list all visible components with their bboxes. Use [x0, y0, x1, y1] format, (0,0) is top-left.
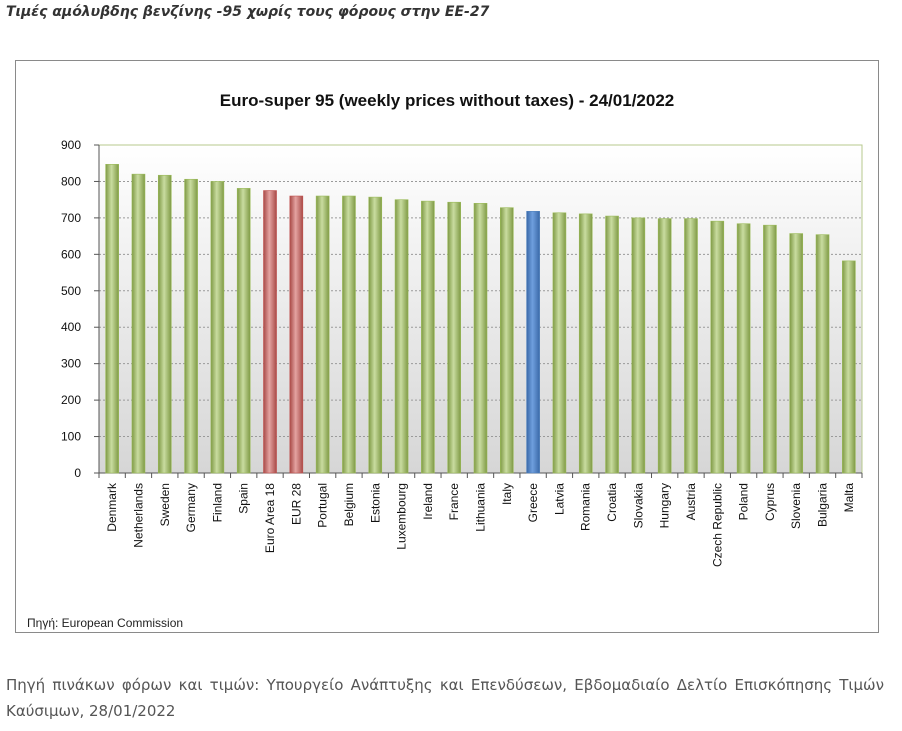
footer-source-text: Πηγή πινάκων φόρων και τιμών: Υπουργείο …: [6, 676, 884, 720]
x-tick-label: Croatia: [605, 483, 619, 522]
x-tick-label: Czech Republic: [710, 483, 724, 567]
bar-belgium: [342, 195, 356, 474]
page-heading: Τιμές αμόλυβδης βενζίνης -95 χωρίς τους …: [6, 4, 490, 20]
chart-figure: Euro-super 95 (weekly prices without tax…: [15, 60, 879, 633]
x-tick-label: Netherlands: [131, 483, 145, 548]
y-tick-label: 400: [61, 320, 81, 334]
bar-austria: [684, 218, 698, 474]
x-tick-label: Denmark: [105, 482, 119, 532]
bar-germany: [184, 178, 198, 474]
bar-poland: [736, 223, 751, 474]
x-tick-label: Greece: [526, 483, 540, 523]
x-tick-label: Estonia: [368, 483, 382, 523]
axes: [94, 144, 863, 478]
y-tick-label: 0: [74, 466, 81, 480]
x-tick-label: Hungary: [658, 483, 672, 528]
x-tick-label: Euro Area 18: [263, 483, 277, 553]
x-tick-label: Italy: [500, 483, 514, 505]
y-tick-label: 700: [61, 211, 81, 225]
x-tick-label: Austria: [684, 483, 698, 521]
x-tick-label: Cyprus: [763, 483, 777, 521]
x-tick-label: Slovakia: [631, 483, 645, 529]
bar-bulgaria: [815, 234, 830, 474]
y-tick-label: 200: [61, 393, 81, 407]
bar-sweden: [157, 174, 172, 474]
x-tick-label: Slovenia: [789, 483, 803, 529]
chart-title: Euro-super 95 (weekly prices without tax…: [220, 91, 674, 110]
x-tick-label: Malta: [842, 483, 856, 513]
bar-italy: [500, 207, 514, 474]
x-tick-label: Portugal: [316, 483, 330, 528]
x-tick-label: Ireland: [421, 483, 435, 520]
x-tick-label: Belgium: [342, 483, 356, 526]
bar-finland: [210, 181, 225, 474]
bar-chart: Euro-super 95 (weekly prices without tax…: [27, 91, 863, 630]
bar-croatia: [605, 215, 619, 474]
y-tick-label: 100: [61, 430, 81, 444]
x-tick-label: Finland: [210, 483, 224, 522]
x-tick-label: Romania: [579, 483, 593, 531]
bar-denmark: [105, 164, 119, 474]
bar-estonia: [368, 196, 383, 474]
bar-netherlands: [131, 173, 146, 474]
x-tick-label: Poland: [737, 483, 751, 520]
y-tick-label: 600: [61, 247, 81, 261]
x-tick-label: France: [447, 483, 461, 521]
x-tick-label: Bulgaria: [816, 483, 830, 527]
y-tick-label: 300: [61, 357, 81, 371]
bar-euro-area-18: [263, 190, 277, 474]
bar-hungary: [657, 218, 672, 474]
x-tick-label: EUR 28: [289, 483, 303, 525]
bar-eur-28: [289, 195, 304, 474]
bar-greece: [526, 211, 540, 474]
x-tick-label: Lithuania: [474, 483, 488, 532]
bar-france: [447, 201, 461, 474]
x-tick-label: Luxembourg: [395, 483, 409, 550]
y-tick-label: 500: [61, 284, 81, 298]
bar-cyprus: [763, 224, 777, 474]
y-tick-label: 800: [61, 174, 81, 188]
y-tick-label: 900: [61, 138, 81, 152]
bar-lithuania: [473, 203, 488, 474]
bar-czech-republic: [710, 220, 725, 474]
bars: [105, 164, 856, 474]
bar-ireland: [421, 200, 435, 474]
x-tick-label: Sweden: [158, 483, 172, 526]
bar-slovakia: [631, 217, 646, 474]
bar-malta: [842, 260, 856, 474]
bar-spain: [236, 188, 251, 474]
bar-luxembourg: [394, 199, 409, 474]
source-note: Πηγή: European Commission: [27, 616, 183, 630]
bar-romania: [578, 213, 593, 474]
x-tick-label: Spain: [237, 483, 251, 514]
bar-latvia: [552, 212, 567, 474]
x-tick-label: Germany: [184, 483, 198, 532]
bar-slovenia: [789, 233, 804, 474]
x-tick-label: Latvia: [552, 483, 566, 515]
x-tick-labels: Denmark Netherlands Sweden Germany Finland Sp…: [105, 482, 856, 567]
y-tick-labels: 0 100 200 300 400 500 600 700 800 900: [61, 138, 81, 480]
bar-portugal: [315, 195, 330, 474]
